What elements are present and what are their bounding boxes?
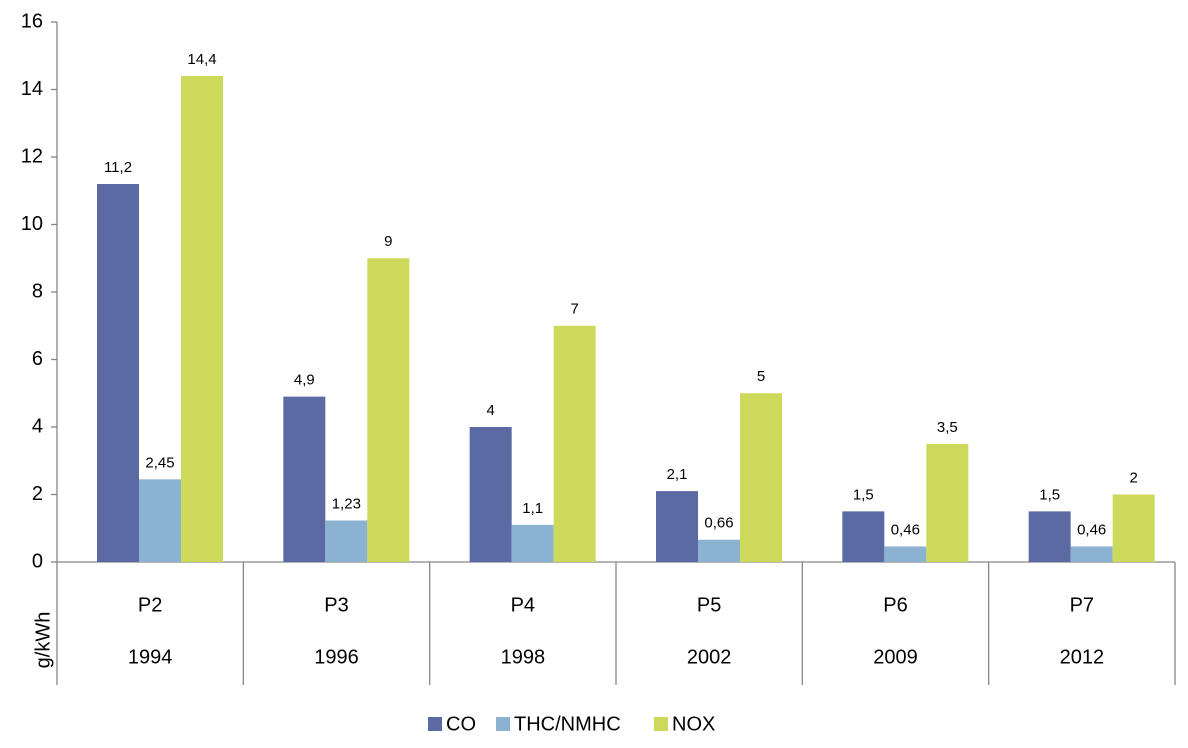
legend-swatch <box>654 717 668 731</box>
bar <box>656 491 698 562</box>
bar <box>1112 494 1155 562</box>
bar <box>283 396 326 562</box>
x-tick-label: P5 <box>697 594 721 616</box>
y-tick-label: 0 <box>32 550 43 572</box>
x-tick-label: P6 <box>883 594 907 616</box>
x-tick-sublabel: 1994 <box>128 646 173 668</box>
y-tick-label: 6 <box>32 348 43 370</box>
x-tick-label: P7 <box>1070 594 1094 616</box>
legend-label: CO <box>446 713 476 735</box>
bar <box>1028 511 1071 562</box>
data-label: 4,9 <box>294 372 315 389</box>
bar <box>511 524 554 562</box>
legend-label: THC/NMHC <box>514 713 621 735</box>
data-label: 0,46 <box>891 521 920 538</box>
y-axis-label: g/kWh <box>32 612 54 669</box>
legend-swatch <box>428 717 442 731</box>
x-tick-sublabel: 2002 <box>687 646 732 668</box>
legend-label: NOX <box>672 713 715 735</box>
data-label: 14,4 <box>187 51 216 68</box>
bar <box>698 539 740 562</box>
bar <box>181 76 223 562</box>
bar <box>842 511 885 562</box>
data-label: 1,5 <box>1039 486 1060 503</box>
x-tick-label: P4 <box>511 594 535 616</box>
bar <box>740 393 782 562</box>
x-tick-sublabel: 1996 <box>314 646 359 668</box>
legend-swatch <box>496 717 510 731</box>
y-tick-label: 10 <box>21 213 43 235</box>
y-tick-label: 8 <box>32 280 43 302</box>
x-tick-sublabel: 2012 <box>1060 646 1105 668</box>
bar <box>139 479 181 562</box>
bar <box>325 520 368 562</box>
bar <box>884 546 927 562</box>
y-tick-label: 12 <box>21 145 43 167</box>
y-tick-label: 14 <box>21 78 43 100</box>
data-label: 0,46 <box>1077 521 1106 538</box>
data-label: 4 <box>486 402 494 419</box>
data-label: 1,23 <box>332 495 361 512</box>
x-tick-label: P2 <box>138 594 162 616</box>
data-label: 2,1 <box>667 466 688 483</box>
data-label: 9 <box>384 233 392 250</box>
bar <box>367 258 410 562</box>
x-tick-sublabel: 2009 <box>873 646 918 668</box>
data-label: 0,66 <box>704 515 733 532</box>
bar <box>469 427 512 562</box>
y-tick-label: 4 <box>32 415 43 437</box>
bar <box>97 184 139 562</box>
x-tick-sublabel: 1998 <box>501 646 546 668</box>
bar <box>926 443 969 562</box>
data-label: 11,2 <box>104 159 132 176</box>
data-label: 3,5 <box>937 419 958 436</box>
data-label: 2 <box>1129 469 1137 486</box>
y-tick-label: 2 <box>32 483 43 505</box>
data-label: 1,5 <box>853 486 874 503</box>
y-tick-label: 16 <box>21 10 43 32</box>
bar <box>553 325 596 562</box>
data-label: 2,45 <box>145 454 174 471</box>
data-label: 1,1 <box>522 500 543 517</box>
data-label: 5 <box>757 368 765 385</box>
bar <box>1070 546 1113 562</box>
x-tick-label: P3 <box>324 594 348 616</box>
data-label: 7 <box>570 301 578 318</box>
